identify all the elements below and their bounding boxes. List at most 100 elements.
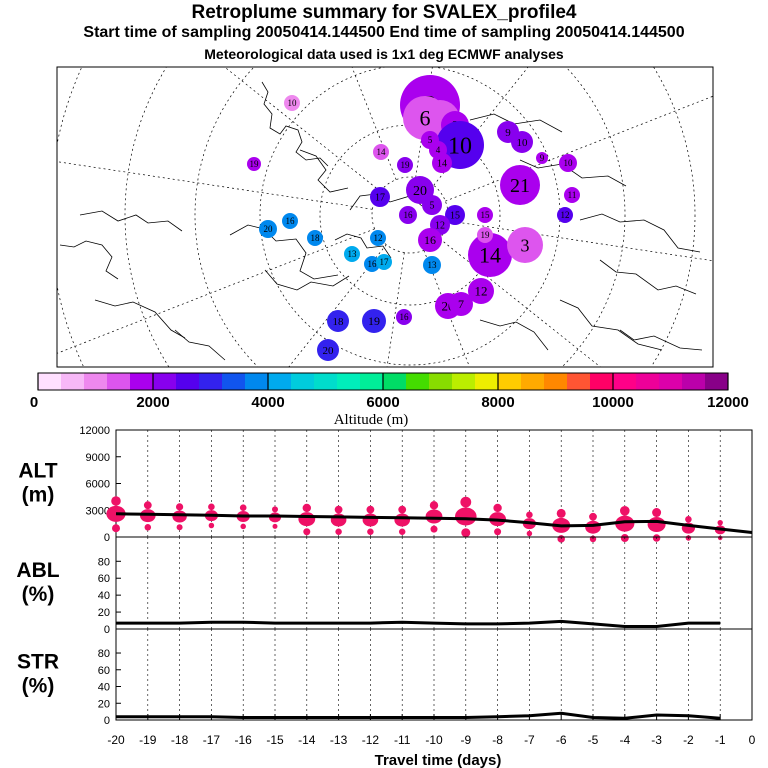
y-tick-label: 0: [104, 715, 110, 727]
plume-marker: 5: [422, 195, 442, 215]
map-coastlines: [59, 81, 703, 361]
plume-label: 13: [428, 260, 438, 270]
altitude-cluster: [172, 503, 187, 531]
plume-circle: [423, 256, 441, 274]
plume-label: 14: [377, 147, 387, 157]
plume-circle: [373, 144, 389, 160]
cluster-blob: [589, 512, 597, 521]
x-tick-label: -15: [266, 733, 284, 747]
plume-circle: [282, 213, 298, 229]
plume-marker: 17: [376, 254, 392, 270]
panel-ylabel: STR: [17, 651, 59, 674]
y-tick-label: 60: [98, 665, 110, 677]
plume-circle: [370, 230, 386, 246]
colorbar-swatch: [268, 373, 292, 390]
plume-circle: [397, 157, 413, 173]
panel-ylabel: (m): [22, 484, 55, 507]
x-tick-label: -11: [394, 733, 411, 747]
plume-circle: [344, 246, 360, 262]
cluster-blob: [143, 501, 152, 510]
y-tick-label: 9000: [86, 452, 110, 464]
plume-label: 12: [475, 284, 488, 299]
plume-marker: 16: [399, 206, 417, 224]
cluster-blob: [460, 496, 472, 508]
cluster-blob: [585, 520, 601, 534]
plume-label: 15: [481, 210, 491, 220]
cluster-blob: [272, 506, 278, 513]
cluster-blob: [111, 496, 121, 506]
colorbar-swatch: [567, 373, 591, 390]
colorbar-swatch: [659, 373, 683, 390]
plume-label: 15: [450, 211, 460, 222]
cluster-blob: [298, 512, 316, 527]
plume-label: 16: [286, 216, 296, 226]
plume-circle: [507, 227, 543, 263]
colorbar-label: Altitude (m): [334, 412, 409, 428]
plume-label: 10: [517, 137, 529, 149]
plume-marker: 13: [344, 246, 360, 262]
altitude-cluster: [140, 501, 156, 531]
plume-circle: [396, 309, 412, 325]
altitude-cluster: [522, 511, 537, 537]
y-tick-label: 3000: [86, 505, 110, 517]
cluster-blob: [494, 528, 502, 536]
colorbar-swatch: [636, 373, 660, 390]
cluster-blob: [176, 524, 183, 531]
colorbar-swatch: [475, 373, 499, 390]
plume-circle: [536, 152, 548, 164]
plume-circle: [399, 206, 417, 224]
cluster-blob: [366, 505, 375, 514]
cluster-blob: [239, 504, 247, 511]
x-tick-label: -1: [715, 733, 726, 747]
altitude-cluster: [362, 505, 379, 536]
colorbar-swatch: [521, 373, 545, 390]
plume-circle: [364, 256, 380, 272]
cluster-blob: [394, 513, 411, 527]
series-line-alt: [115, 512, 753, 534]
y-tick-label: 20: [98, 607, 110, 619]
colorbar-swatch: [61, 373, 85, 390]
plume-marker: 16: [282, 213, 298, 229]
plume-label: 16: [404, 210, 414, 220]
cluster-blob: [685, 515, 692, 523]
cluster-blob: [335, 528, 342, 536]
colorbar-swatch: [429, 373, 453, 390]
cluster-blob: [362, 513, 379, 527]
plume-label: 5: [430, 201, 435, 212]
x-tick-label: -5: [588, 733, 599, 747]
colorbar-tick-label: 8000: [481, 394, 514, 411]
plume-label: 5: [428, 135, 433, 145]
y-tick-label: 40: [98, 682, 110, 694]
colorbar-swatch: [590, 373, 614, 390]
cluster-blob: [334, 505, 343, 514]
y-tick-label: 12000: [79, 425, 110, 437]
colorbar-swatch: [84, 373, 108, 390]
met-data-subtitle: Meteorological data used is 1x1 deg ECMW…: [204, 46, 564, 62]
cluster-blob: [272, 523, 278, 529]
plume-circle: [422, 195, 442, 215]
plume-marker: 3: [507, 227, 543, 263]
y-tick-label: 80: [98, 556, 110, 568]
colorbar-swatch: [314, 373, 338, 390]
x-tick-label: -19: [139, 733, 157, 747]
colorbar-tick-label: 12000: [707, 394, 749, 411]
plume-label: 21: [510, 175, 530, 197]
plume-circle: [511, 131, 533, 153]
x-tick-label: -2: [683, 733, 694, 747]
panel-abl: 80 60 40 20 0 ABL(%): [16, 536, 753, 636]
plume-label: 12: [561, 210, 570, 220]
x-tick-label: -18: [171, 733, 189, 747]
colorbar-swatch: [360, 373, 384, 390]
chart-title: Retroplume summary for SVALEX_profile4: [191, 2, 577, 23]
cluster-blob: [620, 506, 630, 516]
y-tick-label: 80: [98, 648, 110, 660]
sampling-time-subtitle: Start time of sampling 20050414.144500 E…: [83, 24, 685, 41]
cluster-blob: [455, 507, 477, 526]
plume-marker: 7: [449, 292, 473, 316]
plume-circle: [500, 165, 540, 205]
panel-str: 80 60 40 20 0 STR(%): [17, 628, 753, 727]
plume-label: 20: [323, 345, 335, 357]
plume-label: 19: [368, 314, 380, 328]
plume-label: 11: [568, 190, 577, 200]
